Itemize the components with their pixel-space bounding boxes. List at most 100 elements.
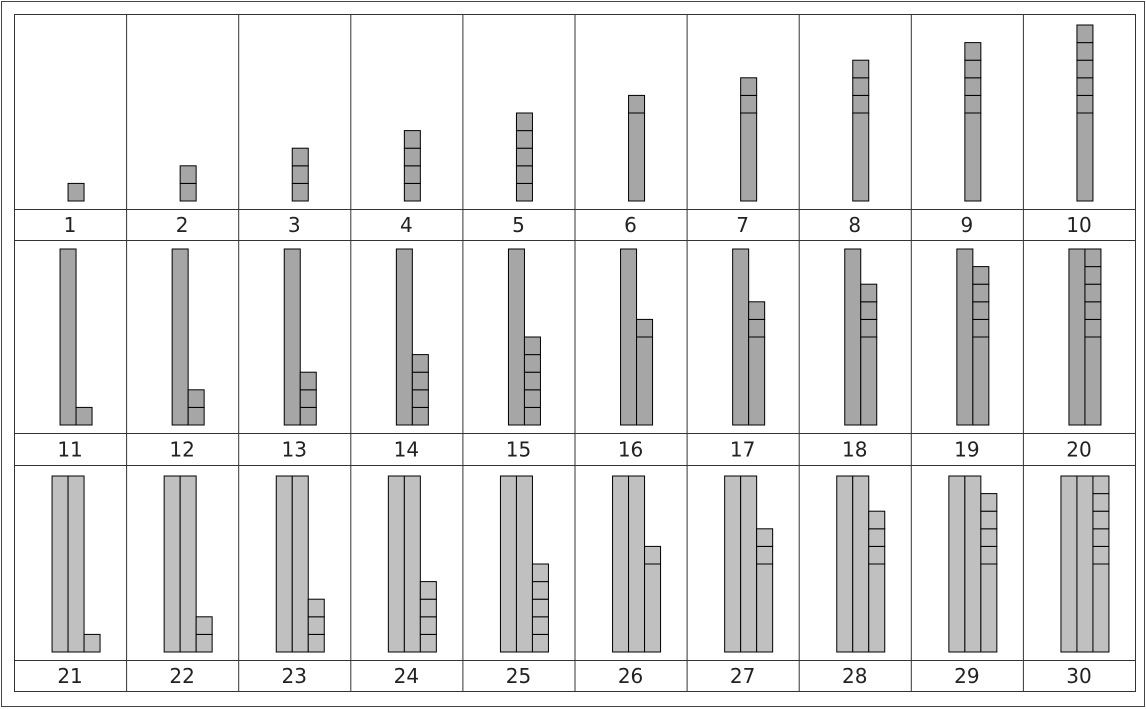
grid	[14, 14, 1136, 692]
unit-cube	[75, 406, 93, 426]
unit-cube	[636, 318, 654, 338]
unit-cube	[531, 616, 549, 635]
number-label: 10	[1066, 213, 1091, 237]
unit-cube	[852, 59, 870, 79]
unit-cube	[515, 165, 533, 184]
ten-rod	[275, 475, 293, 653]
unit-cube	[179, 165, 197, 184]
unit-cube	[419, 616, 437, 635]
ten-rod	[724, 475, 742, 653]
unit-cube	[980, 510, 998, 530]
unit-cube	[299, 406, 317, 426]
unit-cube	[748, 318, 766, 338]
ten-rod	[956, 248, 974, 426]
unit-cube	[291, 165, 309, 184]
unit-cube	[187, 389, 205, 408]
unit-cube	[868, 510, 886, 530]
number-label: 13	[282, 438, 307, 462]
five-rod	[644, 563, 662, 653]
five-rod	[1092, 563, 1110, 653]
ten-rod	[163, 475, 181, 653]
unit-cube	[860, 283, 878, 303]
number-label: 9	[960, 213, 973, 237]
number-label: 7	[736, 213, 749, 237]
unit-cube	[972, 301, 990, 320]
unit-cube	[419, 581, 437, 600]
ten-rod	[1068, 248, 1086, 426]
unit-cube	[860, 301, 878, 320]
unit-cube	[411, 389, 429, 408]
unit-cube	[972, 283, 990, 303]
five-rod	[972, 336, 990, 426]
number-label: 11	[57, 438, 82, 462]
ten-rod	[67, 475, 85, 653]
ten-rod	[620, 248, 638, 426]
unit-cube	[515, 130, 533, 149]
unit-cube	[972, 266, 990, 285]
ten-rod	[612, 475, 630, 653]
unit-cube	[299, 371, 317, 391]
ten-rod	[1060, 475, 1078, 653]
number-label: 4	[400, 213, 413, 237]
number-label: 1	[64, 213, 77, 237]
unit-cube	[523, 406, 541, 426]
unit-cube	[756, 528, 774, 547]
number-label: 6	[624, 213, 637, 237]
number-label: 18	[842, 438, 867, 462]
unit-cube	[628, 94, 646, 114]
number-label: 29	[954, 664, 979, 688]
unit-cube	[980, 528, 998, 547]
ten-rod	[395, 248, 413, 426]
five-rod	[740, 112, 758, 202]
unit-cube	[964, 59, 982, 79]
ten-rod	[948, 475, 966, 653]
unit-cube	[748, 301, 766, 320]
number-label: 26	[618, 664, 643, 688]
unit-cube	[515, 112, 533, 132]
five-rod	[980, 563, 998, 653]
unit-cube	[1076, 94, 1094, 114]
unit-cube	[523, 371, 541, 391]
ten-rod	[964, 475, 982, 653]
ten-rod	[732, 248, 750, 426]
unit-cube	[419, 598, 437, 618]
unit-cube	[403, 182, 421, 202]
ten-rod	[171, 248, 189, 426]
ten-rod	[291, 475, 309, 653]
unit-cube	[1084, 283, 1102, 303]
number-label: 20	[1066, 438, 1091, 462]
unit-cube	[868, 528, 886, 547]
number-label: 27	[730, 664, 755, 688]
unit-cube	[83, 633, 101, 653]
number-label: 25	[506, 664, 531, 688]
ten-rod	[283, 248, 301, 426]
unit-cube	[515, 182, 533, 202]
unit-cube	[179, 182, 197, 202]
unit-cube	[411, 406, 429, 426]
unit-cube	[291, 182, 309, 202]
unit-cube	[291, 147, 309, 167]
unit-cube	[403, 130, 421, 149]
unit-cube	[195, 633, 213, 653]
number-label: 17	[730, 438, 755, 462]
five-rod	[756, 563, 774, 653]
five-rod	[1084, 336, 1102, 426]
unit-cube	[403, 165, 421, 184]
ten-rod	[836, 475, 854, 653]
unit-cube	[1092, 545, 1110, 565]
unit-cube	[523, 389, 541, 408]
five-rod	[636, 336, 654, 426]
unit-cube	[1084, 266, 1102, 285]
five-rod	[964, 112, 982, 202]
number-label: 5	[512, 213, 525, 237]
number-label: 28	[842, 664, 867, 688]
unit-cube	[195, 616, 213, 635]
number-label: 23	[282, 664, 307, 688]
ten-rod	[740, 475, 758, 653]
unit-cube	[515, 147, 533, 167]
ten-rod	[844, 248, 862, 426]
unit-cube	[531, 633, 549, 653]
unit-cube	[307, 616, 325, 635]
five-rod	[628, 112, 646, 202]
